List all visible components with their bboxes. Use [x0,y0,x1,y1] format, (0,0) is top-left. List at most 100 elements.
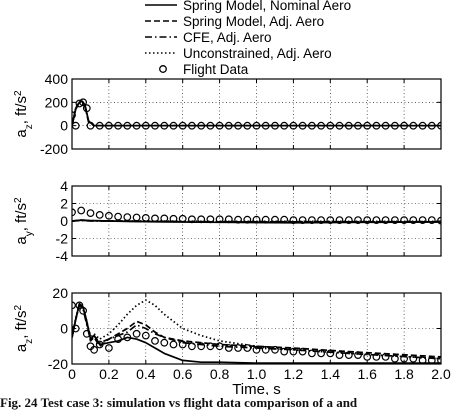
middle-flight-point [141,213,150,222]
middle-flight-point [381,216,390,225]
top-flight-point [344,121,353,130]
middle-flight-point [178,214,187,223]
bottom-flight-point [90,345,98,354]
bottom-flight-point [354,351,362,360]
top-flight-point [409,121,418,130]
middle-flight-point [308,216,316,225]
middle-flight-point [298,216,307,225]
bottom-xlabel: Time, s [232,381,281,395]
middle-flight-point [132,213,141,222]
middle-flight-point [77,206,86,215]
middle-flight-point [400,216,409,225]
figure-caption: Fig. 24 Test case 3: simulation vs fligh… [0,395,358,410]
legend-label-3: Unconstrained, Adj. Aero [183,46,332,61]
middle-flight-point [326,216,335,225]
legend-label-2: CFE, Adj. Aero [183,30,272,45]
top-flight-point [234,121,243,130]
middle-flight-point [95,210,104,219]
top-flight-point [79,98,87,107]
bottom-flight-point [206,342,215,351]
top-flight-point [224,121,233,130]
middle-flight-point [335,216,344,225]
bottom-flight-point [298,347,307,356]
top-flight-point [215,121,224,130]
top-flight-point [308,121,316,130]
bottom-xtick-label: 1.6 [357,366,377,382]
bottom-ylabel: az, ft/s2 [13,304,35,352]
top-flight-point [372,121,381,130]
bottom-xtick-label: 0.8 [210,366,230,382]
middle-ytick-label: 2 [60,196,68,212]
top-flight-point [197,121,206,130]
top-panel: -200 0 200 400 az, ft/s2 [13,71,442,157]
top-ytick-label: -200 [40,141,68,157]
bottom-xtick-label: 0.4 [136,366,156,382]
bottom-flight-point [169,340,178,349]
middle-flight-point [261,215,270,224]
bottom-flight-point [308,349,316,358]
top-flight-point [95,121,104,130]
top-flight-point [160,121,169,130]
legend-marker-4 [159,65,167,73]
middle-flight-point [197,215,206,224]
bottom-xtick-label: 2.0 [431,366,451,382]
bottom-flight-point [372,353,381,361]
bottom-flight-point [151,337,159,345]
middle-flight-point [409,216,418,225]
middle-ytick-label: 4 [60,178,68,194]
top-flight-point [104,121,113,130]
bottom-flight-point [381,353,390,361]
middle-flight-point [427,216,436,225]
bottom-flight-point [289,347,298,356]
bottom-flight-point [261,345,270,354]
bottom-flight-point [178,340,187,349]
top-flight-point [72,111,76,120]
top-flight-point [75,99,84,108]
middle-flight-point [363,216,372,225]
bottom-flight-point [141,331,150,340]
middle-flight-point [123,213,132,222]
middle-flight-point [271,215,279,224]
bottom-xtick-label: 1.0 [247,366,267,382]
middle-flight-point [234,215,243,224]
middle-flight-point [224,215,233,224]
top-flight-point [252,121,261,130]
middle-flight-point [206,215,215,224]
middle-ytick-label: -4 [56,248,69,264]
top-ylabel: az, ft/s2 [13,90,35,138]
bottom-series-dashed [72,302,441,358]
top-flight-point [271,121,279,130]
bottom-flight-point [271,345,279,354]
top-flight-point [114,121,122,130]
bottom-flight-point [437,356,441,364]
top-flight-point [298,121,307,130]
top-flight-point [391,121,399,130]
top-flight-point [151,121,159,130]
top-flight-point [418,121,427,130]
bottom-flight-point [252,345,261,354]
bottom-flight-point [187,342,196,351]
bottom-ytick-label: 20 [52,285,68,301]
middle-series-dotted [72,219,441,223]
middle-flight-point [187,215,196,224]
bottom-flight-point [335,351,344,360]
middle-flight-point [418,216,427,225]
bottom-flight-point [104,344,113,352]
bottom-xtick-label: 0 [68,366,76,382]
bottom-flight-point [123,333,132,342]
middle-flight-point [252,215,261,224]
top-flight-point [289,121,298,130]
legend-label-4: Flight Data [183,62,249,77]
top-flight-point [363,121,372,130]
bottom-flight-point [95,340,104,349]
middle-flight-point [280,215,289,224]
top-flight-point [123,121,132,130]
bottom-flight-point [224,344,233,352]
top-flight-point [381,121,390,130]
middle-flight-point [344,216,353,225]
bottom-flight-point [114,335,122,344]
top-flight-point [178,121,187,130]
top-flight-point [86,121,95,130]
